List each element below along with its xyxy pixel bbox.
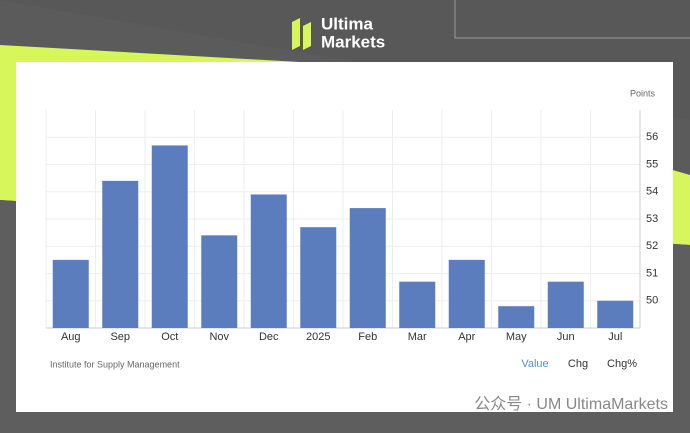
bar: [547, 281, 584, 328]
y-tick-label: 56: [646, 131, 658, 143]
logo-mark: [292, 18, 300, 50]
bar: [201, 235, 238, 328]
y-tick-label: 52: [646, 240, 658, 252]
x-tick-label: Mar: [408, 331, 427, 343]
bar: [250, 194, 287, 328]
x-tick-label: May: [506, 331, 527, 343]
logo: Ultima Markets: [292, 14, 385, 51]
x-tick-label: 2025: [306, 331, 330, 343]
x-tick-label: Apr: [458, 331, 475, 343]
brand-line1: Ultima: [321, 14, 374, 33]
unit-label: Points: [630, 88, 656, 98]
tab[interactable]: Chg%: [607, 358, 637, 370]
bar: [300, 227, 337, 328]
bar: [52, 259, 89, 328]
source: Institute for Supply Management: [50, 359, 180, 369]
y-tick-label: 55: [646, 158, 658, 170]
bg-line: [454, 0, 690, 39]
bar: [151, 145, 188, 328]
bar: [399, 281, 436, 328]
x-tick-label: Aug: [61, 331, 81, 343]
x-tick-label: Jun: [557, 331, 575, 343]
y-tick-label: 51: [646, 267, 658, 279]
x-tick-label: Oct: [161, 331, 178, 343]
bar: [498, 306, 535, 328]
tab[interactable]: Chg: [568, 358, 588, 370]
x-tick-label: Dec: [259, 331, 279, 343]
bar: [597, 300, 634, 328]
tab[interactable]: Value: [521, 358, 548, 370]
brand-line2: Markets: [321, 32, 385, 51]
x-tick-label: Nov: [209, 331, 229, 343]
bar: [102, 180, 139, 328]
plot: 50 51 52 53 54 55 56 Aug Sep Oct Nov Dec 2025 Feb Mar A…: [45, 110, 658, 343]
y-tick-label: 54: [646, 186, 658, 198]
bar: [349, 208, 386, 328]
x-tick-label: Sep: [110, 331, 130, 343]
y-tick-label: 50: [646, 295, 658, 307]
logo-mark: [303, 22, 311, 50]
bar: [448, 259, 485, 328]
x-tick-label: Feb: [358, 331, 377, 343]
y-tick-label: 53: [646, 213, 658, 225]
x-tick-label: Jul: [608, 331, 622, 343]
watermark: 公众号 · UM UltimaMarkets: [474, 395, 668, 413]
